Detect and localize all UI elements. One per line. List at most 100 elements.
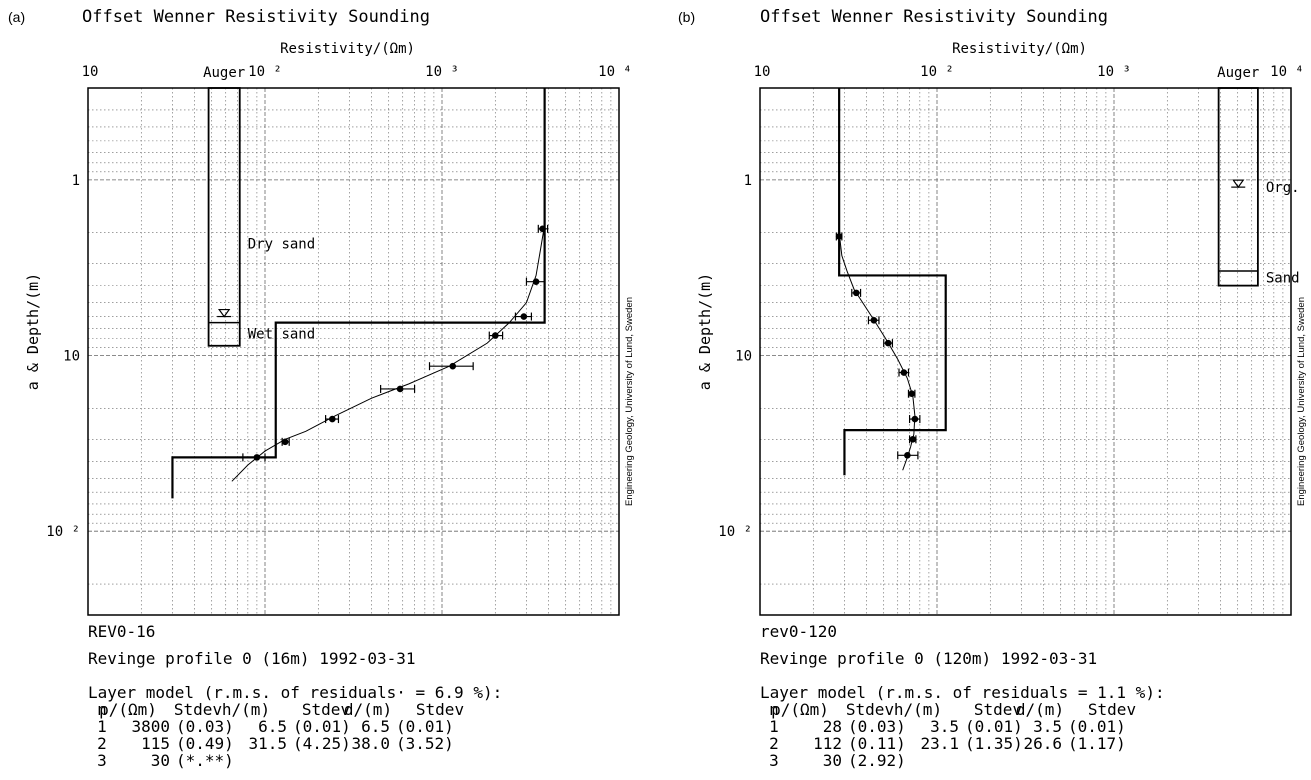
auger-column bbox=[1217, 87, 1259, 287]
y-tick-label: 10 ² bbox=[46, 524, 80, 540]
table-cell: (0.03) bbox=[848, 717, 906, 736]
y-tick-label: 1 bbox=[72, 173, 80, 189]
y-tick-label: 10 bbox=[63, 349, 80, 365]
table-header-cell: d/(m) bbox=[344, 700, 392, 719]
grid bbox=[760, 88, 1291, 615]
table-cell: 6.5 bbox=[361, 717, 390, 736]
table-header-cell: d/(m) bbox=[1016, 700, 1064, 719]
table-header-cell: Stdev bbox=[1088, 700, 1136, 719]
layer-model-title: Layer model (r.m.s. of residuals = 1.1 %… bbox=[760, 683, 1165, 702]
table-cell: (0.11) bbox=[848, 734, 906, 753]
panel-b: (b) Offset Wenner Resistivity Sounding Res… bbox=[678, 7, 1307, 770]
table-cell: (0.01) bbox=[965, 717, 1023, 736]
layer-model-line bbox=[171, 88, 546, 499]
data-point bbox=[884, 339, 892, 347]
table-header-cell: Stdev bbox=[416, 700, 464, 719]
auger-label: Auger bbox=[1217, 65, 1259, 81]
auger-layer-label: Dry sand bbox=[248, 236, 315, 252]
chart-title: Offset Wenner Resistivity Sounding bbox=[760, 7, 1108, 27]
fitted-curve bbox=[838, 232, 916, 471]
data-point bbox=[835, 233, 843, 240]
table-header-cell: h/(m) bbox=[894, 700, 942, 719]
credit-text: Engineering Geology, University of Lund,… bbox=[624, 297, 635, 506]
x-axis-label: Resistivity/(Ωm) bbox=[280, 41, 415, 57]
table-header-cell: h/(m) bbox=[222, 700, 270, 719]
x-tick-label: 10 ⁴ bbox=[1270, 64, 1304, 80]
y-tick-label: 10 ² bbox=[718, 524, 752, 540]
table-cell: (1.17) bbox=[1068, 734, 1126, 753]
y-tick-label: 10 bbox=[735, 349, 752, 365]
table-cell: 3800 bbox=[131, 717, 170, 736]
x-tick-label: 10 bbox=[82, 64, 99, 80]
x-axis-label: Resistivity/(Ωm) bbox=[952, 41, 1087, 57]
plot-frame bbox=[759, 87, 1292, 616]
table-cell: 115 bbox=[141, 734, 170, 753]
table-cell: 31.5 bbox=[248, 734, 287, 753]
x-tick-label: 10 ³ bbox=[425, 64, 459, 80]
data-point bbox=[911, 415, 919, 423]
auger-label: Auger bbox=[203, 65, 245, 81]
table-cell: 2 bbox=[97, 734, 107, 753]
table-cell: 28 bbox=[823, 717, 842, 736]
layer-model-title: Layer model (r.m.s. of residuals· = 6.9 … bbox=[88, 683, 502, 702]
y-axis-label: a & Depth/(m) bbox=[696, 273, 714, 390]
data-point bbox=[539, 225, 546, 233]
data-point bbox=[900, 369, 908, 376]
data-point bbox=[908, 390, 916, 398]
table-cell: 2 bbox=[769, 734, 779, 753]
table-cell: 112 bbox=[813, 734, 842, 753]
x-tick-label: 10 ⁴ bbox=[598, 64, 632, 80]
y-tick-label: 1 bbox=[744, 173, 752, 189]
water-table-icon bbox=[217, 308, 231, 318]
auger-layer-label: Wet sand bbox=[248, 327, 315, 343]
auger-column bbox=[207, 87, 241, 347]
panel-label: (a) bbox=[8, 9, 25, 25]
profile-description: Revinge profile 0 (120m) 1992-03-31 bbox=[760, 649, 1097, 668]
grid bbox=[88, 88, 619, 615]
panel-label: (b) bbox=[678, 9, 695, 25]
data-point bbox=[328, 415, 336, 423]
x-tick-label: 10 ³ bbox=[1097, 64, 1131, 80]
data-point bbox=[253, 454, 261, 461]
table-header-cell: Stdev bbox=[974, 700, 1022, 719]
table-cell: (2.92) bbox=[848, 751, 906, 770]
table-cell: 3.5 bbox=[1033, 717, 1062, 736]
profile-description: Revinge profile 0 (16m) 1992-03-31 bbox=[88, 649, 416, 668]
data-point bbox=[396, 385, 404, 393]
profile-id: rev0-120 bbox=[760, 622, 837, 641]
data-point bbox=[491, 332, 499, 339]
credit-text: Engineering Geology, University of Lund,… bbox=[1296, 297, 1307, 506]
panel-a: (a) Offset Wenner Resistivity Sounding Res… bbox=[8, 7, 635, 770]
water-table-icon bbox=[1232, 179, 1245, 189]
data-point bbox=[449, 362, 457, 370]
data-point bbox=[853, 289, 860, 297]
y-axis-label: a & Depth/(m) bbox=[24, 273, 42, 390]
table-cell: (1.35) bbox=[965, 734, 1023, 753]
table-cell: 6.5 bbox=[258, 717, 287, 736]
table-cell: (*.**) bbox=[176, 751, 234, 770]
table-cell: (0.03) bbox=[176, 717, 234, 736]
x-tick-label: 10 bbox=[754, 64, 771, 80]
auger-layer-label: Org. bbox=[1266, 180, 1300, 196]
table-header-cell: Stdev bbox=[846, 700, 894, 719]
x-tick-label: 10 ² bbox=[248, 64, 282, 80]
table-cell: (4.25) bbox=[293, 734, 351, 753]
data-point bbox=[520, 313, 528, 320]
table-header-cell: n bbox=[769, 700, 779, 719]
table-cell: (3.52) bbox=[396, 734, 454, 753]
table-cell: 38.0 bbox=[351, 734, 390, 753]
table-cell: 3.5 bbox=[930, 717, 959, 736]
table-cell: 1 bbox=[97, 717, 107, 736]
data-point bbox=[532, 278, 540, 286]
table-header-cell: ρ/(Ωm) bbox=[771, 700, 829, 719]
data-point bbox=[870, 316, 878, 324]
table-cell: 30 bbox=[823, 751, 842, 770]
table-header-cell: n bbox=[97, 700, 107, 719]
table-cell: 1 bbox=[769, 717, 779, 736]
data-point bbox=[909, 436, 917, 443]
data-point bbox=[904, 452, 911, 459]
table-cell: 23.1 bbox=[920, 734, 959, 753]
layer-model-line bbox=[838, 88, 947, 476]
data-point bbox=[281, 438, 289, 446]
